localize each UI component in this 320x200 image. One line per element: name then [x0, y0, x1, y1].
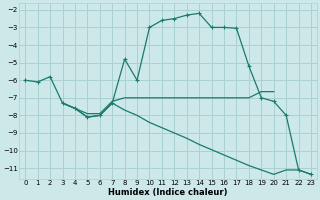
X-axis label: Humidex (Indice chaleur): Humidex (Indice chaleur) [108, 188, 228, 197]
